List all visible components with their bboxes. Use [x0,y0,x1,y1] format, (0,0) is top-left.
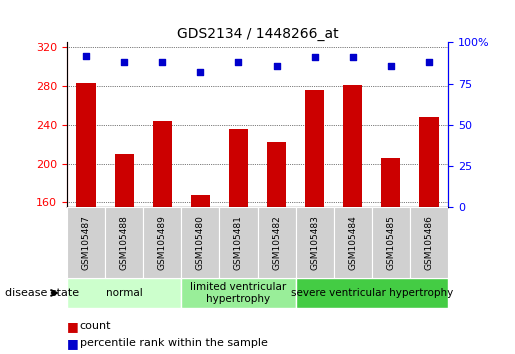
Point [387,63,395,68]
Point [272,63,281,68]
Bar [372,207,410,278]
Point [425,59,433,65]
Text: severe ventricular hypertrophy: severe ventricular hypertrophy [290,288,453,298]
Bar [153,121,172,207]
Bar [181,278,296,308]
Text: limited ventricular
hypertrophy: limited ventricular hypertrophy [191,282,286,304]
Bar [67,278,181,308]
Text: percentile rank within the sample: percentile rank within the sample [80,338,268,348]
Bar [267,142,286,207]
Bar [181,207,219,278]
Text: GSM105481: GSM105481 [234,215,243,270]
Bar [229,129,248,207]
Point [120,59,128,65]
Bar [219,207,258,278]
Bar [114,154,134,207]
Text: GSM105488: GSM105488 [119,215,129,270]
Bar [410,207,448,278]
Bar [143,207,181,278]
Bar [305,90,324,207]
Text: ■: ■ [67,337,79,350]
Bar [419,117,439,207]
Bar [191,195,210,207]
Text: GSM105480: GSM105480 [196,215,205,270]
Text: ■: ■ [67,320,79,333]
Point [158,59,166,65]
Bar [296,207,334,278]
Text: count: count [80,321,111,331]
Bar [334,207,372,278]
Text: GSM105482: GSM105482 [272,215,281,270]
Bar [76,83,96,207]
Text: disease state: disease state [5,288,79,298]
Bar [344,85,363,207]
Text: GSM105489: GSM105489 [158,215,167,270]
Bar [296,278,448,308]
Text: GSM105486: GSM105486 [424,215,434,270]
Bar [105,207,143,278]
Point [349,55,357,60]
Text: normal: normal [106,288,143,298]
Point [311,55,319,60]
Title: GDS2134 / 1448266_at: GDS2134 / 1448266_at [177,28,338,41]
Point [234,59,243,65]
Text: GSM105484: GSM105484 [348,215,357,270]
Bar [382,158,401,207]
Bar [258,207,296,278]
Text: GSM105487: GSM105487 [81,215,91,270]
Point [82,53,90,58]
Text: GSM105483: GSM105483 [310,215,319,270]
Text: GSM105485: GSM105485 [386,215,396,270]
Point [196,69,204,75]
Bar [67,207,105,278]
